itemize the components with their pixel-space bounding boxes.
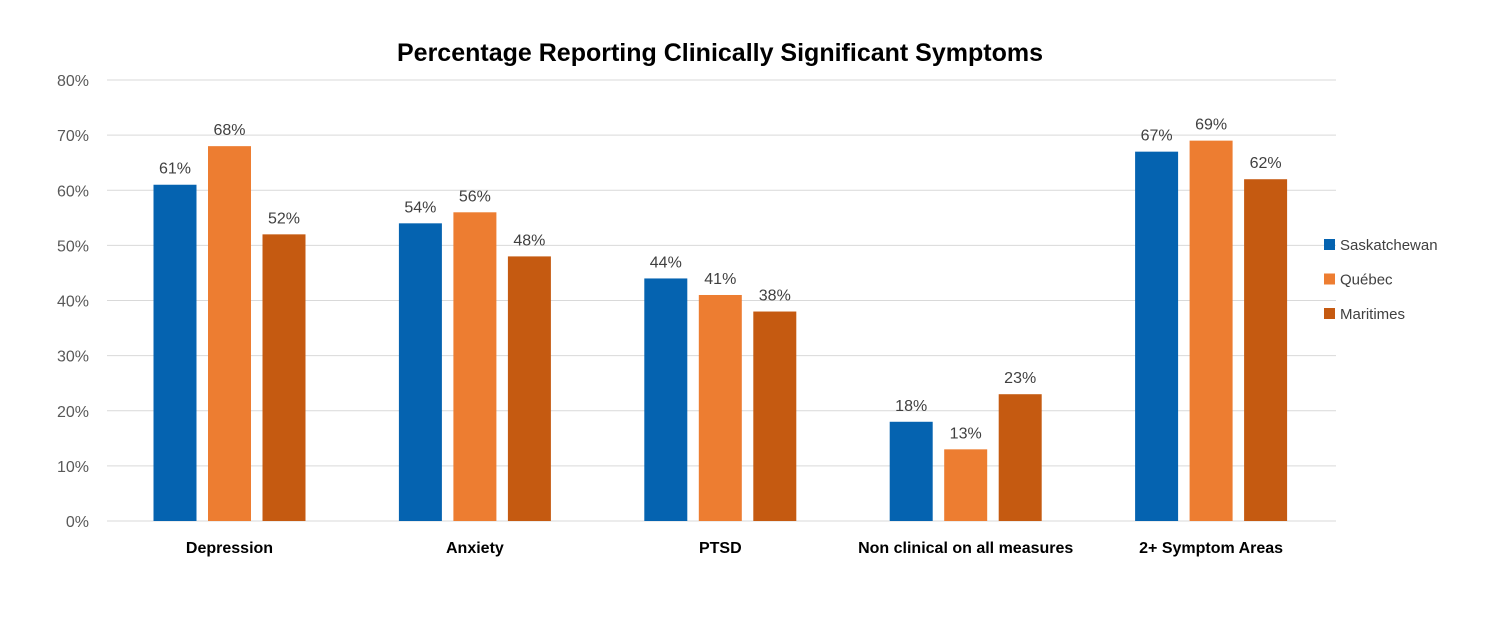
bar (1189, 140, 1233, 521)
data-label: 41% (704, 271, 736, 288)
data-label: 13% (950, 425, 982, 442)
data-label: 23% (1004, 370, 1036, 387)
y-tick-label: 40% (57, 294, 89, 311)
legend-label: Maritimes (1340, 306, 1405, 323)
bar (507, 256, 551, 521)
data-label: 67% (1141, 128, 1173, 145)
bar (208, 146, 251, 521)
bar (1244, 179, 1288, 521)
bar (944, 449, 988, 521)
x-tick-label: Anxiety (446, 540, 504, 557)
y-tick-label: 20% (57, 404, 89, 421)
bar (889, 421, 933, 521)
x-tick-label: 2+ Symptom Areas (1139, 540, 1283, 557)
bar (998, 394, 1042, 521)
data-label: 52% (268, 210, 300, 227)
bar (1135, 151, 1179, 521)
data-label: 62% (1250, 155, 1282, 172)
bar (153, 184, 197, 522)
data-label: 69% (1195, 117, 1227, 134)
x-tick-label: PTSD (699, 540, 742, 557)
data-label: 54% (404, 199, 436, 216)
legend-label: Saskatchewan (1340, 237, 1438, 254)
data-label: 18% (895, 398, 927, 415)
y-axis-ticks: 0% 10% 20% 30% 40% 50% 60% 70% 80% (57, 73, 89, 531)
legend-swatch (1324, 239, 1335, 250)
legend-swatch (1324, 308, 1335, 319)
legend-swatch (1324, 273, 1335, 285)
y-tick-label: 70% (57, 128, 89, 145)
data-labels: 61% 68% 52% 54% 56% 48% 44% 41% 38% 18% 13% 23% 67% 6… (159, 117, 1282, 443)
legend-label: Québec (1340, 272, 1393, 289)
bars (153, 140, 1288, 522)
x-axis-ticks: Depression Anxiety PTSD Non clinical on all… (186, 540, 1283, 557)
x-tick-label: Depression (186, 540, 273, 557)
bar (262, 234, 306, 521)
y-tick-label: 60% (57, 183, 89, 200)
bar (453, 212, 497, 522)
data-label: 48% (513, 232, 545, 249)
legend: Saskatchewan Québec Maritimes (1324, 237, 1438, 323)
bar (644, 278, 688, 521)
data-label: 44% (650, 254, 682, 271)
y-tick-label: 50% (57, 238, 89, 255)
data-label: 68% (213, 122, 245, 139)
data-label: 38% (759, 288, 791, 305)
y-tick-label: 30% (57, 349, 89, 366)
y-tick-label: 10% (57, 459, 89, 476)
bar (753, 311, 797, 521)
y-tick-label: 0% (66, 514, 89, 531)
bar (398, 223, 442, 521)
x-tick-label: Non clinical on all measures (858, 540, 1073, 557)
data-label: 56% (459, 188, 491, 205)
y-tick-label: 80% (57, 73, 89, 90)
chart-title: Percentage Reporting Clinically Signific… (397, 39, 1043, 67)
data-label: 61% (159, 161, 191, 178)
bar (698, 294, 742, 521)
